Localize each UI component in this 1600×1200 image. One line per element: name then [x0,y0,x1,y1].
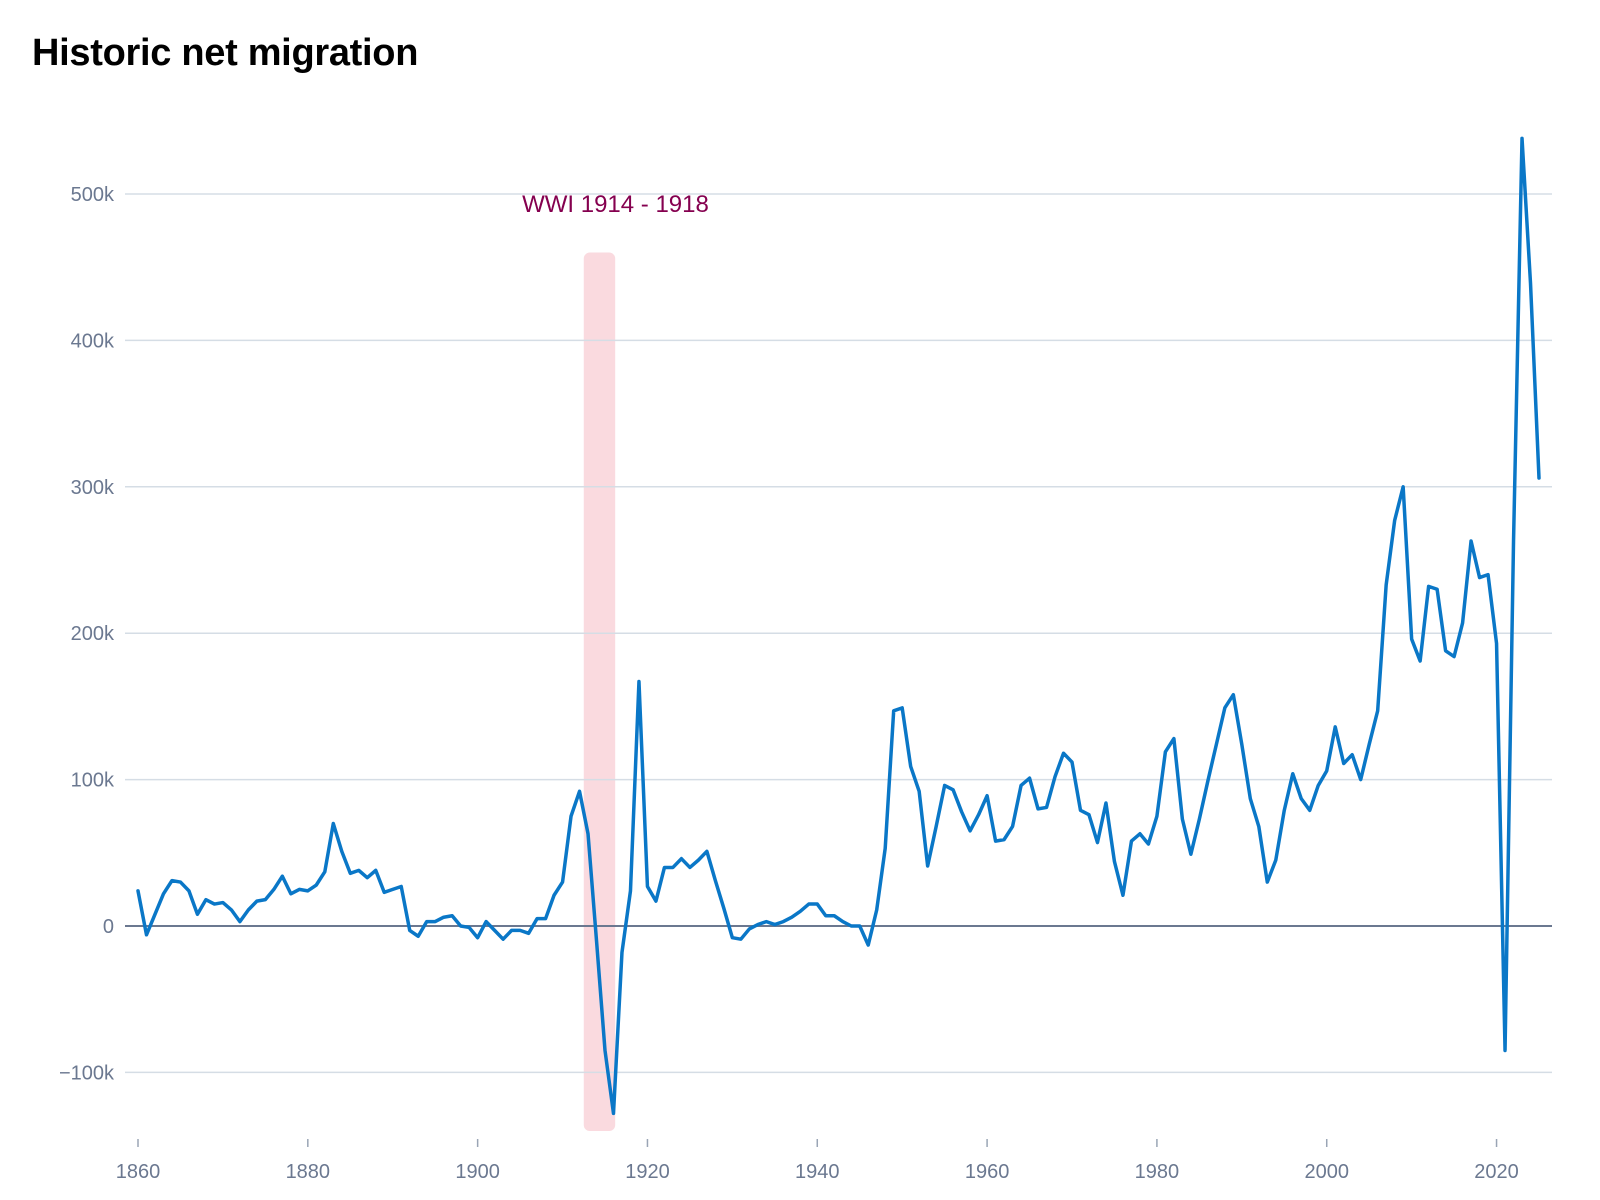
wwi-annotation-label: WWI 1914 - 1918 [522,191,709,218]
y-tick-label: 100k [71,770,115,792]
annotation-layer: WWI 1914 - 1918 [522,191,709,1131]
x-tick-label: 1920 [625,1161,670,1183]
y-tick-label: 300k [71,477,115,499]
y-tick-label: 500k [71,184,115,206]
y-tick-label: 0 [103,916,114,938]
x-tick-label: 1880 [286,1161,331,1183]
y-tick-label: −100k [59,1062,115,1084]
x-tick-label: 1900 [455,1161,500,1183]
axes: −100k 0 100k 200k 300k 400k 500k 1860 1880 1900 19… [59,184,1519,1183]
x-tick-label: 1860 [116,1161,161,1183]
x-tick-label: 1960 [965,1161,1010,1183]
net-migration-line [136,136,1541,1116]
x-tick-label: 2020 [1474,1161,1519,1183]
x-tick-label: 1940 [795,1161,840,1183]
chart-title: Historic net migration [32,32,419,74]
series-layer [136,136,1541,1116]
gridlines [125,193,1552,1074]
wwi-shaded-band [583,252,616,1131]
x-tick-label: 2000 [1304,1161,1349,1183]
y-tick-label: 200k [71,623,115,645]
y-tick-label: 400k [71,330,115,352]
x-tick-label: 1980 [1135,1161,1180,1183]
